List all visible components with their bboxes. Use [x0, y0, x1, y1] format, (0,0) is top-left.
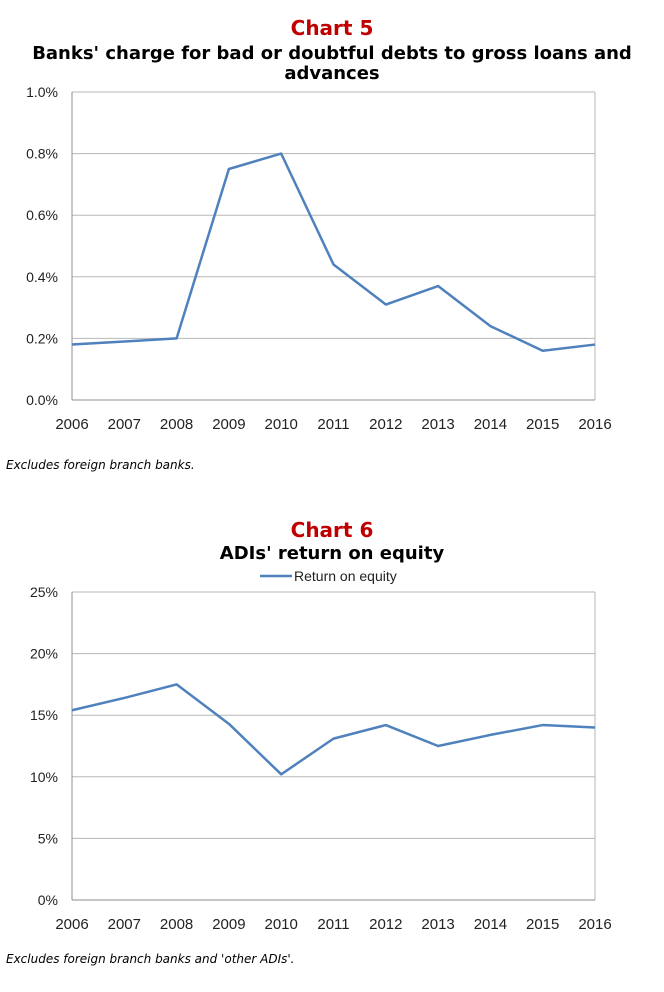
x-tick-label: 2013 — [421, 416, 454, 433]
y-tick-label: 0.4% — [26, 269, 58, 285]
x-tick-label: 2016 — [578, 916, 611, 933]
chart-number: Chart 6 — [290, 518, 374, 542]
y-tick-label: 1.0% — [26, 84, 58, 100]
x-tick-label: 2012 — [369, 416, 402, 433]
y-tick-label: 0.2% — [26, 330, 58, 346]
x-tick-label: 2007 — [108, 416, 141, 433]
chart-note: Excludes foreign branch banks. — [6, 458, 195, 472]
chart-title: Banks' charge for bad or doubtful debts … — [32, 43, 632, 84]
x-tick-label: 2009 — [212, 416, 245, 433]
chart-6-block: Chart 6 ADIs' return on equity 0% 5% 10% 15… — [0, 500, 664, 992]
x-tick-label: 2010 — [265, 916, 298, 933]
y-tick-label: 0.6% — [26, 207, 58, 223]
y-tick-label: 15% — [30, 707, 58, 723]
x-tick-label: 2009 — [212, 916, 245, 933]
x-tick-label: 2006 — [55, 916, 88, 933]
x-tick-label: 2008 — [160, 416, 193, 433]
x-tick-label: 2013 — [421, 916, 454, 933]
x-tick-label: 2014 — [474, 416, 507, 433]
chart-5-plot: 0.0% 0.2% 0.4% 0.6% 0.8% 1.0% 2006 2007 2008 2009… — [26, 84, 612, 433]
x-tick-label: 2007 — [108, 916, 141, 933]
y-tick-label: 25% — [30, 584, 58, 600]
x-tick-label: 2016 — [578, 416, 611, 433]
legend-label: Return on equity — [294, 568, 397, 584]
x-tick-label: 2010 — [265, 416, 298, 433]
chart-6-plot: 0% 5% 10% 15% 20% 25% 2006 2007 2008 2009 2010 2011… — [30, 568, 612, 933]
x-tick-label: 2006 — [55, 416, 88, 433]
y-tick-label: 10% — [30, 769, 58, 785]
x-tick-label: 2011 — [317, 916, 349, 933]
chart-number: Chart 5 — [290, 16, 374, 40]
series-line — [71, 683, 596, 776]
series-line — [71, 152, 596, 352]
chart-note: Excludes foreign branch banks and 'other… — [6, 952, 295, 966]
x-tick-label: 2015 — [526, 916, 559, 933]
y-tick-label: 0% — [38, 892, 58, 908]
y-tick-label: 0.8% — [26, 146, 58, 162]
x-tick-label: 2012 — [369, 916, 402, 933]
x-tick-label: 2014 — [474, 916, 507, 933]
x-tick-label: 2011 — [317, 416, 349, 433]
x-tick-label: 2008 — [160, 916, 193, 933]
chart-title: ADIs' return on equity — [219, 543, 445, 564]
y-tick-label: 0.0% — [26, 392, 58, 408]
x-tick-label: 2015 — [526, 416, 559, 433]
chart-5-block: Chart 5 Banks' charge for bad or doubtfu… — [0, 0, 664, 490]
y-tick-label: 5% — [38, 830, 58, 846]
y-tick-label: 20% — [30, 646, 58, 662]
